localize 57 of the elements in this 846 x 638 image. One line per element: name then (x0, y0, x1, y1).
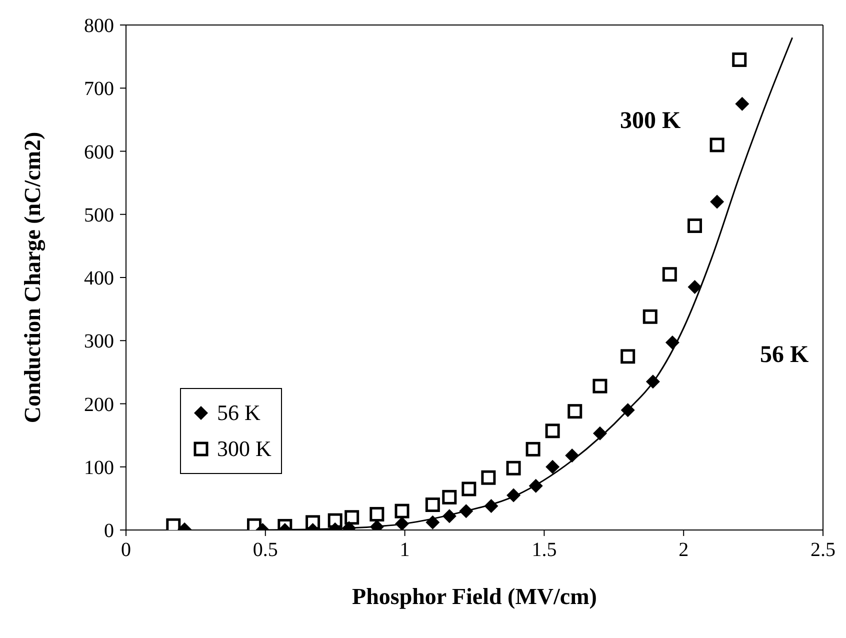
point (425, 498, 440, 512)
annotation: 300 K (620, 108, 681, 135)
point (166, 518, 181, 530)
x-axis-title: Phosphor Field (MV/cm) (352, 584, 597, 609)
y-tick-label: 100 (84, 456, 114, 479)
point (735, 96, 750, 111)
y-tick-label: 700 (84, 78, 114, 100)
legend-label: 300 K (217, 436, 272, 462)
annotation: 56 K (760, 342, 809, 369)
y-tick-label: 0 (104, 520, 114, 542)
point (462, 482, 476, 496)
point (247, 518, 262, 530)
x-tick-label: 1.5 (532, 539, 557, 562)
y-tick-label: 200 (84, 394, 114, 416)
point (484, 499, 498, 514)
point (665, 336, 680, 350)
y-tick-label: 500 (84, 204, 114, 226)
point (526, 442, 540, 456)
point (506, 488, 521, 502)
legend-label: 56 K (217, 400, 260, 426)
y-tick-label: 800 (84, 15, 114, 38)
y-axis-title: Conduction Charge (nC/cm2) (20, 132, 46, 424)
point (565, 448, 580, 463)
y-tick-label: 400 (84, 268, 114, 290)
point (545, 424, 560, 438)
point (344, 510, 360, 525)
point (506, 460, 521, 476)
point (642, 309, 658, 324)
point (646, 374, 660, 389)
point (568, 404, 582, 419)
y-tick-label: 300 (84, 330, 114, 353)
point (688, 280, 702, 294)
point (395, 516, 410, 530)
point (732, 52, 747, 67)
x-tick-label: 2.5 (810, 539, 836, 562)
point (592, 426, 607, 440)
point (592, 378, 608, 394)
x-tick-label: 0.5 (252, 539, 278, 562)
point (546, 460, 560, 474)
point (528, 478, 543, 493)
point (426, 515, 440, 530)
point (620, 403, 635, 418)
point (662, 267, 677, 282)
point (710, 194, 724, 209)
y-tick-label: 600 (84, 141, 114, 164)
point (710, 138, 724, 152)
point (442, 509, 456, 524)
x-tick-label: 0 (121, 539, 131, 562)
point (620, 349, 636, 364)
point (394, 504, 410, 518)
point (688, 218, 702, 233)
point (370, 506, 384, 522)
x-tick-label: 1 (400, 539, 410, 562)
x-tick-label: 2 (678, 539, 689, 562)
point (442, 490, 457, 504)
point (481, 470, 496, 485)
point (459, 504, 474, 518)
